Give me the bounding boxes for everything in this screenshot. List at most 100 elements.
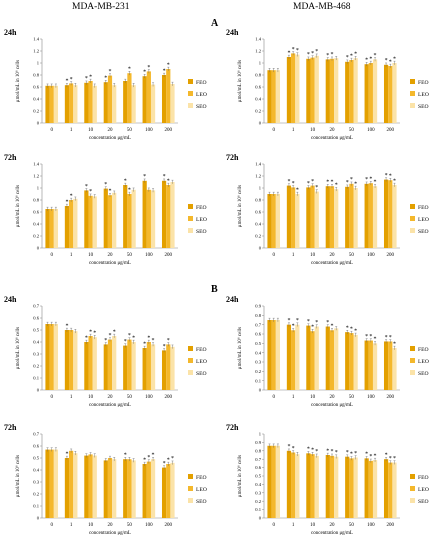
significance-marker: * [163,68,166,74]
x-tick-label: 200 [165,253,173,258]
bar-seo [353,457,358,518]
legend-label-feo: FEO [418,80,429,86]
bar-feo [103,344,108,390]
significance-marker: * [346,450,349,456]
bar-leo [88,195,93,248]
x-tick-label: 1 [70,523,73,528]
bar-seo [53,324,59,390]
significance-marker: * [393,341,396,347]
significance-marker: * [109,333,112,339]
significance-marker: * [335,183,338,189]
bar-seo [53,85,59,123]
significance-marker: * [89,74,92,80]
legend-swatch-seo [410,228,415,233]
significance-marker: * [124,453,127,459]
x-tick-label: 10 [310,395,316,400]
bar-leo [310,185,315,248]
bar-seo [73,198,78,248]
y-tick-label: 0.4 [255,350,261,355]
time-label: 72h [226,153,239,162]
x-tick-label: 50 [127,395,133,400]
y-tick-label: 0.5 [255,341,261,346]
bar-seo [334,456,339,518]
bar-leo [349,333,354,390]
significance-marker: * [287,179,290,185]
bar-seo [112,459,117,518]
chart-panel-b-231-72h: 72h μmol/mL in 10⁶ cells 0 0.1 0.2 0.3 0.4 0.5 0… [4,423,207,536]
significance-marker: * [326,448,329,454]
bar-seo [150,84,156,123]
bar-feo [383,64,389,123]
y-tick-label: 0.1 [33,376,39,381]
bar-feo [161,75,167,123]
x-tick-label: 10 [310,128,316,133]
legend-swatch-seo [410,103,415,108]
legend-label-leo: LEO [418,217,429,223]
legend-label-feo: FEO [418,475,429,481]
bar-seo [295,454,300,518]
significance-marker: * [365,177,368,183]
time-label: 72h [4,153,17,162]
bar-leo [146,71,151,123]
bar-seo [112,336,117,390]
bar-leo [107,458,113,518]
significance-marker: * [354,328,357,334]
y-tick-label: 1.4 [33,162,39,167]
chart-panel-a-231-24h: 24h μmol/mL in 10⁶ cells 0 0.2 0.4 0.6 0.8 1 1.2… [4,28,207,141]
bar-leo [88,336,93,390]
x-tick-label: 100 [367,253,375,258]
bar-leo [388,180,393,248]
bar-seo [275,320,281,390]
bar-seo [275,194,281,248]
y-axis-label: μmol/mL in 10⁶ cells [237,327,243,369]
bar-leo [310,57,315,123]
time-label: 72h [4,423,17,432]
legend-label-seo: SEO [418,229,429,235]
significance-marker: * [369,177,372,183]
significance-marker: * [296,187,299,193]
significance-marker: * [389,174,392,180]
y-tick-label: 0.1 [33,504,39,509]
legend-label-seo: SEO [196,371,207,377]
x-tick-label: 0 [50,523,53,528]
bar-leo [166,185,171,248]
legend-swatch-feo [410,204,415,209]
bar-seo [392,462,397,518]
legend-swatch-leo [188,358,193,363]
y-tick-label: 0.2 [33,364,39,369]
significance-marker: * [346,55,349,61]
y-tick-label: 0.8 [255,198,261,203]
bar-seo [131,85,136,123]
significance-marker: * [163,344,166,350]
bar-seo [131,460,136,518]
significance-marker: * [350,452,353,458]
significance-marker: * [287,50,290,56]
bar-feo [364,64,369,123]
y-tick-label: 0.5 [255,474,261,479]
significance-marker: * [369,334,372,340]
bar-feo [364,340,369,390]
bar-leo [349,458,354,518]
y-tick-label: 0.5 [33,456,39,461]
legend-swatch-feo [188,79,193,84]
significance-marker: * [326,320,329,326]
significance-marker: * [315,449,318,455]
significance-marker: * [124,339,127,345]
bar-feo [267,70,272,123]
bar-feo [325,455,330,518]
x-tick-label: 200 [165,395,173,400]
significance-marker: * [354,52,357,58]
x-tick-label: 1 [70,395,73,400]
bar-seo [150,190,156,248]
y-tick-label: 1.4 [33,37,39,42]
bar-feo [64,85,70,123]
bar-feo [123,345,128,390]
y-tick-label: 0.6 [255,465,261,470]
bar-leo [291,53,296,123]
significance-marker: * [109,189,112,195]
significance-marker: * [315,185,318,191]
y-tick-label: 0.6 [255,85,261,90]
bar-seo [150,459,156,518]
bar-feo [383,459,389,518]
significance-marker: * [143,70,146,76]
